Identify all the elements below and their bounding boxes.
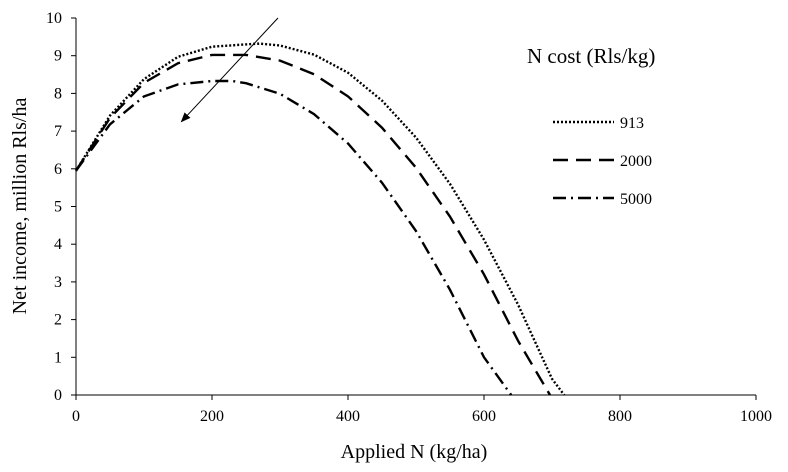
x-tick-label: 200 [200,408,224,425]
x-axis-title: Applied N (kg/ha) [341,441,488,463]
y-tick-label: 0 [54,387,62,404]
x-tick-label: 800 [608,408,632,425]
y-tick-label: 2 [54,312,62,329]
annotation-group [180,17,279,123]
legend-label-5000: 5000 [620,191,652,208]
legend: N cost (Rls/kg) 913 2000 5000 [527,44,655,208]
x-axis-ticks: 0 200 400 600 800 1000 [72,395,772,425]
y-axis-ticks: 0 1 2 3 4 5 6 7 8 9 10 [46,10,76,404]
y-tick-label: 4 [54,236,62,253]
x-tick-label: 1000 [740,408,772,425]
legend-title: N cost (Rls/kg) [527,44,655,68]
y-tick-label: 7 [54,123,62,140]
legend-label-2000: 2000 [620,153,652,170]
x-tick-label: 400 [336,408,360,425]
y-tick-label: 10 [46,10,62,27]
y-tick-label: 8 [54,85,62,102]
y-axis-title: Net income, million Rls/ha [9,98,31,315]
series-group [74,42,566,396]
x-tick-label: 0 [72,408,80,425]
y-tick-label: 9 [54,48,62,65]
series-line-5000 [75,79,513,396]
series-line-913 [74,42,566,396]
legend-label-913: 913 [620,115,644,132]
y-tick-label: 6 [54,161,62,178]
y-tick-label: 3 [54,274,62,291]
x-tick-label: 600 [472,408,496,425]
annotation-arrow [180,17,279,123]
y-tick-label: 5 [54,199,62,216]
series-line-2000 [74,53,552,396]
plot-area: 0 200 400 600 800 1000 0 1 2 3 4 5 6 7 8 9 10 [46,10,772,425]
legend-items: 913 2000 5000 [553,115,652,208]
y-tick-label: 1 [54,349,62,366]
